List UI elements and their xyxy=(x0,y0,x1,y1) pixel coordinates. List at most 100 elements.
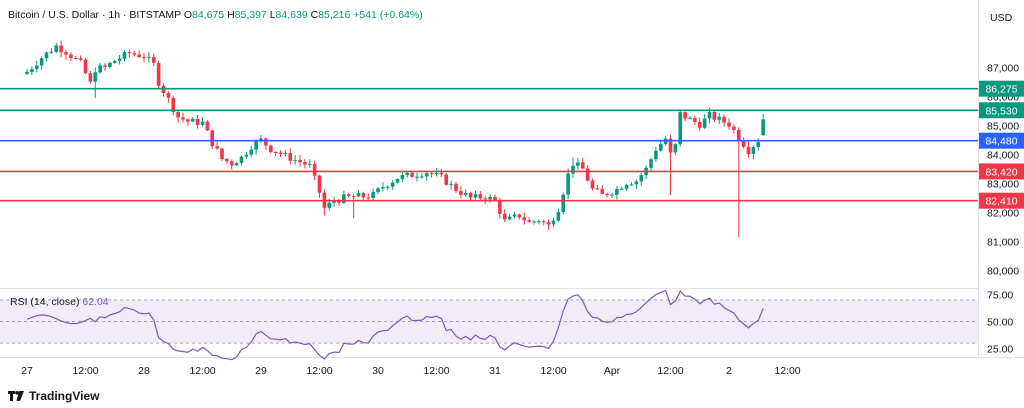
candle xyxy=(322,189,327,216)
candle-body xyxy=(507,216,512,220)
candle xyxy=(108,61,112,69)
candle xyxy=(527,217,531,223)
candle-body xyxy=(454,183,458,192)
candle-body xyxy=(307,164,312,166)
candle xyxy=(381,182,385,192)
candle xyxy=(615,186,619,200)
candle xyxy=(624,183,629,191)
price-tick-label: 82,000 xyxy=(987,208,1019,220)
candle xyxy=(683,111,687,122)
candle-body xyxy=(697,122,702,128)
candle-body xyxy=(342,194,346,203)
candle-body xyxy=(619,188,624,190)
candle-body xyxy=(371,192,375,198)
candle-body xyxy=(415,176,419,178)
time-tick-label: 28 xyxy=(138,365,150,377)
candle xyxy=(156,60,161,89)
candle xyxy=(59,40,63,58)
candle-body xyxy=(337,201,341,203)
candle xyxy=(644,165,648,180)
time-tick-label: 12:00 xyxy=(774,365,800,377)
candle-body xyxy=(39,58,44,66)
candle-body xyxy=(751,147,756,155)
candle xyxy=(654,147,658,162)
candle xyxy=(229,159,234,170)
candle xyxy=(83,57,88,75)
rsi-header: RSI (14, close) 62.04 xyxy=(10,296,109,308)
candle xyxy=(39,56,44,70)
candle-body xyxy=(634,181,639,185)
candle-body xyxy=(532,221,536,223)
candle xyxy=(390,180,395,190)
candle-body xyxy=(117,58,122,61)
time-tick-label: 12:00 xyxy=(306,365,332,377)
candle-body xyxy=(590,180,595,189)
candle-body xyxy=(488,196,492,200)
candle xyxy=(400,172,405,183)
candle xyxy=(259,134,263,144)
level-label-bg xyxy=(979,132,1024,149)
candle xyxy=(117,54,122,65)
candle-body xyxy=(722,116,726,123)
candle xyxy=(49,48,54,54)
change-value: +541 (+0.64%) xyxy=(353,9,423,21)
candle xyxy=(151,53,156,67)
candle xyxy=(351,194,356,219)
candle-body xyxy=(190,118,195,122)
price-tick-label: 84,000 xyxy=(987,150,1019,162)
candle xyxy=(73,56,78,60)
candle xyxy=(566,168,570,200)
candle-body xyxy=(571,165,575,174)
candle-body xyxy=(220,148,224,159)
time-tick-label: 31 xyxy=(489,365,501,377)
candle xyxy=(649,157,653,172)
candle xyxy=(356,190,361,198)
candle xyxy=(502,208,507,223)
candle-body xyxy=(327,202,332,208)
level-label-bg xyxy=(979,163,1024,180)
candle-body xyxy=(712,112,717,120)
time-tick-label: Apr xyxy=(604,365,621,377)
candle-body xyxy=(478,194,483,199)
candle xyxy=(424,171,429,181)
candle-body xyxy=(356,193,361,197)
candle xyxy=(298,154,302,167)
candle-body xyxy=(541,221,546,223)
candle xyxy=(629,182,634,186)
symbol-title: Bitcoin / U.S. Dollar · 1h · BITSTAMP xyxy=(8,9,181,21)
candle xyxy=(273,151,278,157)
level-label: 83,420 xyxy=(985,166,1017,178)
candle-body xyxy=(473,194,478,198)
candle-body xyxy=(283,153,288,155)
candle-body xyxy=(493,196,497,201)
candle xyxy=(371,188,375,201)
candle-body xyxy=(717,116,722,120)
candle xyxy=(288,148,293,165)
level-label: 85,530 xyxy=(985,105,1017,117)
candle-body xyxy=(151,56,156,63)
candle xyxy=(712,110,717,123)
close-value: 85,216 xyxy=(318,9,351,21)
tradingview-logo[interactable]: TradingView xyxy=(8,389,99,403)
candle xyxy=(78,55,83,62)
time-tick-label: 12:00 xyxy=(657,365,683,377)
candle-body xyxy=(468,192,473,198)
candle-body xyxy=(288,153,293,161)
candle-body xyxy=(264,138,268,146)
currency-label[interactable]: USD xyxy=(990,12,1013,24)
candle-body xyxy=(186,119,190,122)
candle xyxy=(54,42,59,54)
candle xyxy=(205,120,210,132)
candle xyxy=(741,137,746,149)
candle-body xyxy=(395,179,400,183)
level-label-bg xyxy=(979,192,1024,209)
level-label: 86,275 xyxy=(985,84,1017,96)
candle xyxy=(268,144,273,154)
candle xyxy=(444,172,449,186)
time-tick-label: 29 xyxy=(255,365,267,377)
candle xyxy=(303,159,307,169)
candle xyxy=(166,91,171,103)
candle-body xyxy=(459,191,463,195)
candle xyxy=(239,155,244,166)
